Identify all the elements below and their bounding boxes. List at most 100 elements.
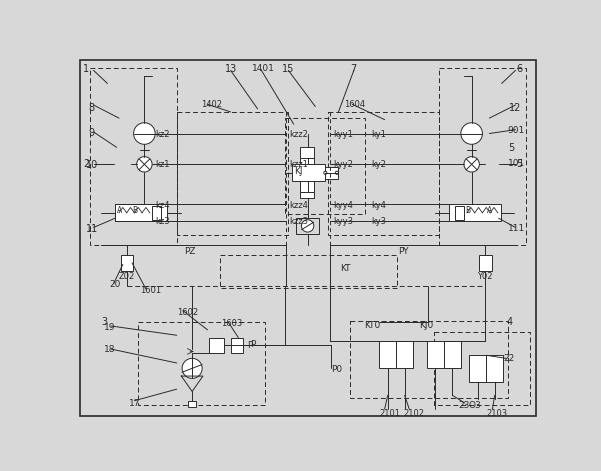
Bar bbox=[325, 167, 338, 179]
Text: 1402: 1402 bbox=[201, 100, 222, 109]
Text: B: B bbox=[132, 206, 137, 215]
Circle shape bbox=[335, 171, 338, 174]
Text: 111: 111 bbox=[508, 224, 525, 233]
Bar bbox=[91, 68, 177, 245]
Bar bbox=[177, 112, 288, 235]
Bar bbox=[434, 332, 530, 406]
Text: 1603: 1603 bbox=[221, 319, 243, 328]
Bar bbox=[455, 206, 464, 220]
Text: B: B bbox=[466, 206, 471, 215]
Text: kz3: kz3 bbox=[155, 218, 170, 227]
Bar bbox=[209, 338, 224, 353]
Text: 1604: 1604 bbox=[344, 100, 366, 109]
Bar bbox=[444, 341, 461, 368]
Bar bbox=[152, 206, 161, 220]
Bar bbox=[469, 355, 486, 382]
Text: 8: 8 bbox=[88, 103, 94, 113]
Text: kzz4: kzz4 bbox=[289, 201, 308, 210]
Text: kz2: kz2 bbox=[155, 130, 169, 138]
Bar bbox=[300, 192, 314, 198]
Text: 18: 18 bbox=[103, 345, 115, 354]
Text: ky4: ky4 bbox=[371, 201, 386, 210]
Circle shape bbox=[302, 220, 314, 232]
Text: kzz3: kzz3 bbox=[289, 218, 308, 227]
Text: 2101: 2101 bbox=[379, 409, 400, 418]
Bar bbox=[486, 355, 503, 382]
Text: P: P bbox=[250, 340, 255, 349]
Bar bbox=[300, 158, 314, 164]
Text: ky1: ky1 bbox=[371, 130, 386, 138]
Text: 3: 3 bbox=[101, 317, 108, 327]
Text: 2: 2 bbox=[83, 159, 89, 169]
Text: kyy4: kyy4 bbox=[333, 201, 353, 210]
Bar bbox=[231, 338, 243, 353]
Text: 1602: 1602 bbox=[177, 308, 198, 317]
Text: 7: 7 bbox=[350, 64, 356, 74]
Bar bbox=[379, 341, 396, 368]
Text: 1: 1 bbox=[83, 64, 89, 74]
Text: kyy2: kyy2 bbox=[333, 161, 353, 170]
Bar bbox=[448, 204, 501, 221]
Text: 20: 20 bbox=[109, 280, 120, 289]
Text: O3: O3 bbox=[469, 401, 481, 410]
Text: ky3: ky3 bbox=[371, 218, 386, 227]
Text: 2102: 2102 bbox=[403, 409, 424, 418]
Text: 22: 22 bbox=[503, 354, 514, 363]
Text: 15: 15 bbox=[282, 64, 294, 74]
Bar bbox=[188, 401, 196, 407]
Text: 1401: 1401 bbox=[252, 64, 275, 73]
Bar bbox=[350, 321, 508, 398]
Text: 10: 10 bbox=[86, 161, 98, 171]
Bar bbox=[396, 341, 413, 368]
Text: PZ: PZ bbox=[185, 247, 196, 256]
Bar bbox=[296, 218, 319, 234]
Text: kz1: kz1 bbox=[155, 161, 169, 170]
Text: 12: 12 bbox=[510, 103, 522, 113]
Text: 901: 901 bbox=[508, 126, 525, 135]
Bar bbox=[427, 341, 444, 368]
Bar bbox=[121, 255, 133, 270]
Text: KT0: KT0 bbox=[365, 321, 381, 330]
Text: PY: PY bbox=[398, 247, 409, 256]
Text: 19: 19 bbox=[103, 323, 115, 332]
Circle shape bbox=[324, 171, 327, 174]
Text: 23: 23 bbox=[459, 401, 470, 410]
Circle shape bbox=[182, 358, 202, 378]
Text: P0: P0 bbox=[331, 365, 342, 374]
Text: 6: 6 bbox=[516, 64, 522, 74]
Bar bbox=[138, 322, 265, 406]
Text: 17: 17 bbox=[129, 399, 141, 408]
Text: ky2: ky2 bbox=[371, 161, 386, 170]
Bar bbox=[300, 181, 314, 192]
Bar bbox=[480, 255, 492, 270]
Text: kyy1: kyy1 bbox=[333, 130, 353, 138]
Text: 9: 9 bbox=[88, 128, 94, 138]
Circle shape bbox=[136, 157, 152, 172]
Text: 1601: 1601 bbox=[140, 286, 161, 295]
Text: P: P bbox=[248, 341, 253, 350]
Text: kzz1: kzz1 bbox=[289, 161, 308, 170]
Text: A: A bbox=[117, 206, 122, 215]
Text: 4: 4 bbox=[506, 317, 513, 327]
Text: 13: 13 bbox=[224, 64, 237, 74]
Text: 5: 5 bbox=[516, 159, 522, 169]
Text: Y02: Y02 bbox=[477, 272, 493, 281]
Bar bbox=[439, 68, 525, 245]
Text: KJ: KJ bbox=[294, 167, 303, 176]
Circle shape bbox=[133, 123, 155, 144]
Text: 5: 5 bbox=[508, 143, 514, 153]
Text: kyy3: kyy3 bbox=[333, 218, 353, 227]
Text: KT: KT bbox=[340, 264, 350, 274]
Bar bbox=[284, 118, 365, 214]
Text: KJ0: KJ0 bbox=[419, 321, 433, 330]
Text: Z02: Z02 bbox=[118, 272, 135, 281]
Bar bbox=[115, 204, 168, 221]
Circle shape bbox=[461, 123, 483, 144]
Circle shape bbox=[464, 157, 480, 172]
Text: 2103: 2103 bbox=[486, 409, 507, 418]
Bar bbox=[292, 164, 325, 181]
Bar bbox=[300, 147, 314, 158]
Text: 11: 11 bbox=[86, 224, 98, 235]
Text: kz4: kz4 bbox=[155, 201, 169, 210]
Bar bbox=[328, 112, 439, 235]
